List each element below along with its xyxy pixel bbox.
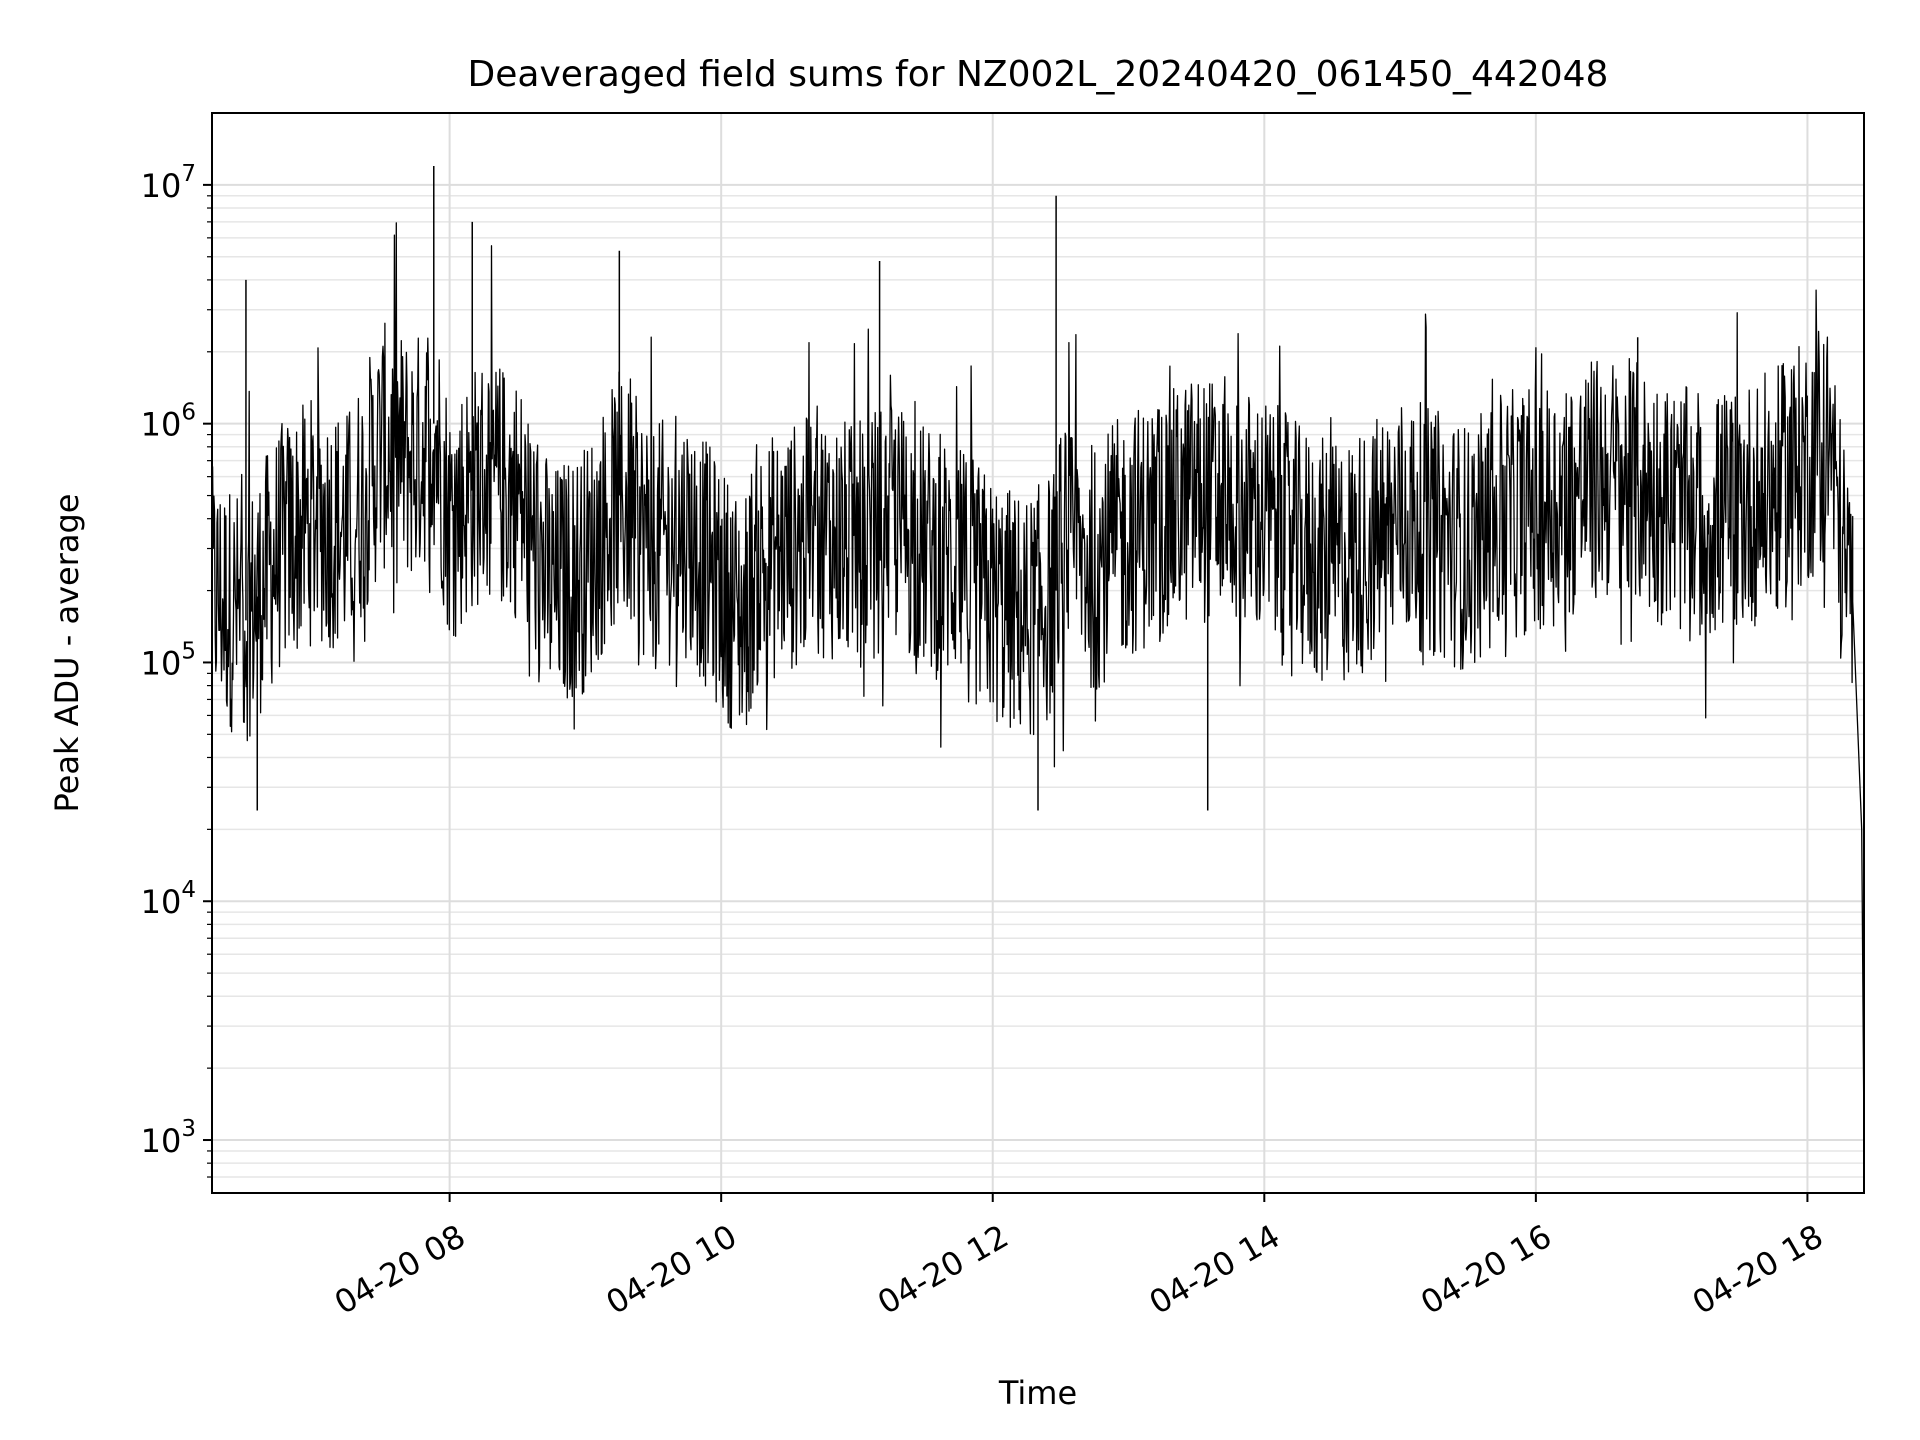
chart-title: Deaveraged field sums for NZ002L_2024042… — [468, 54, 1609, 95]
y-tick-label: 104 — [141, 877, 196, 921]
plot-frame — [211, 112, 1865, 1194]
y-tick-label: 106 — [141, 400, 196, 444]
x-axis-label: Time — [998, 1374, 1077, 1412]
y-axis-label: Peak ADU - average — [48, 494, 86, 813]
y-tick-label: 107 — [141, 161, 196, 205]
y-tick-label: 103 — [141, 1116, 196, 1160]
plot-area — [211, 165, 1865, 1141]
y-axis-ticks: 103 104 105 106 107 — [141, 161, 212, 1178]
y-tick-label: 105 — [141, 638, 196, 682]
series-line — [211, 222, 1865, 1141]
